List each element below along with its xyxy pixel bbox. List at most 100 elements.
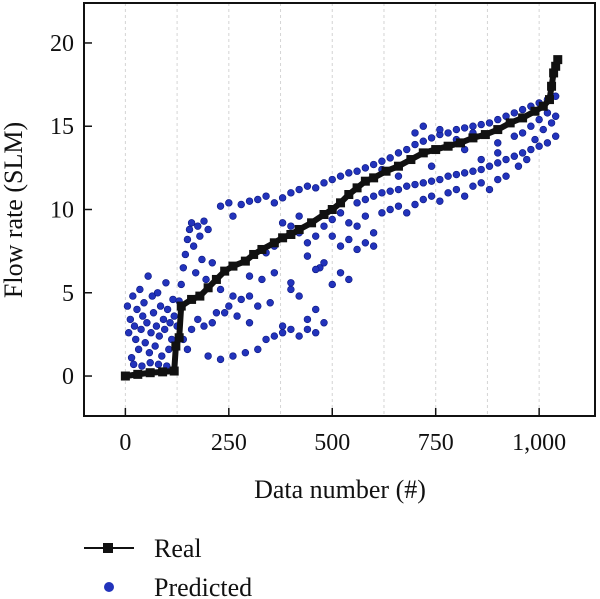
predicted-point [369, 160, 378, 169]
predicted-point [353, 222, 361, 230]
predicted-point [336, 242, 345, 250]
real-point [493, 125, 503, 135]
real-point [468, 133, 478, 143]
predicted-point [216, 285, 225, 294]
real-point [133, 369, 143, 379]
predicted-point [353, 245, 361, 254]
predicted-point [345, 169, 353, 177]
predicted-point [229, 212, 237, 220]
predicted-point [510, 132, 519, 140]
predicted-point [136, 285, 144, 294]
predicted-point [494, 175, 502, 184]
real-point [505, 118, 515, 128]
predicted-point [312, 265, 320, 274]
y-tick-label: 0 [62, 364, 74, 390]
legend: Real Predicted [84, 534, 252, 599]
y-tick-label: 5 [62, 281, 74, 307]
predicted-point [129, 292, 137, 300]
x-tick-label: 750 [418, 430, 454, 456]
real-point [174, 333, 184, 343]
predicted-point [353, 167, 361, 175]
legend-predicted-marker [104, 582, 114, 592]
predicted-point [192, 269, 200, 277]
predicted-point [278, 194, 287, 202]
predicted-point [270, 199, 279, 207]
predicted-point [241, 349, 250, 357]
predicted-point [485, 162, 494, 170]
real-point [220, 266, 230, 276]
real-point [120, 371, 130, 381]
real-point [360, 176, 370, 186]
predicted-point [189, 242, 198, 250]
real-point [169, 366, 179, 376]
predicted-point [535, 115, 543, 124]
predicted-point [287, 325, 295, 334]
axis-ticks: 0 250 500 750 1,000 0 5 10 15 20 [50, 31, 566, 456]
predicted-point [153, 289, 162, 297]
predicted-point [403, 209, 411, 217]
predicted-point [320, 222, 328, 230]
predicted-point [245, 197, 254, 205]
predicted-point [148, 292, 156, 300]
predicted-point [403, 182, 411, 190]
x-tick-label: 250 [211, 430, 247, 456]
predicted-point [547, 119, 556, 127]
predicted-point [194, 222, 202, 230]
predicted-point [143, 319, 151, 327]
predicted-point [177, 280, 185, 289]
predicted-point [220, 309, 229, 317]
predicted-point [353, 199, 361, 207]
predicted-point [287, 189, 295, 197]
predicted-point [187, 325, 196, 334]
predicted-point [278, 322, 287, 330]
predicted-point [477, 179, 485, 187]
predicted-point [427, 134, 436, 142]
real-point [369, 173, 379, 183]
predicted-point [187, 219, 196, 227]
predicted-point [320, 259, 328, 267]
predicted-point [278, 329, 287, 337]
predicted-point [378, 189, 386, 197]
predicted-point [386, 154, 394, 162]
real-point [443, 141, 453, 151]
predicted-point [328, 232, 336, 240]
real-point [352, 183, 362, 193]
predicted-point [163, 305, 172, 314]
predicted-point [452, 125, 461, 134]
real-point [240, 256, 250, 266]
real-point [456, 138, 466, 148]
predicted-point [237, 200, 245, 209]
predicted-point [336, 172, 345, 180]
predicted-point [237, 295, 245, 304]
predicted-point [295, 185, 303, 194]
predicted-point [411, 129, 419, 137]
predicted-point [225, 302, 233, 310]
predicted-point [170, 312, 178, 320]
predicted-point [204, 225, 212, 234]
predicted-point [149, 309, 158, 317]
predicted-point [245, 292, 254, 300]
predicted-point [378, 209, 386, 217]
predicted-point [518, 129, 527, 137]
predicted-point [394, 202, 403, 210]
predicted-point [345, 275, 353, 284]
predicted-point [312, 305, 320, 314]
predicted-point [477, 120, 485, 129]
predicted-point [361, 239, 370, 247]
predicted-point [181, 250, 190, 259]
predicted-point [460, 124, 469, 132]
real-point [538, 101, 548, 111]
predicted-point [287, 285, 295, 294]
predicted-point [132, 335, 140, 344]
x-tick-label: 500 [314, 430, 350, 456]
real-point [547, 81, 557, 91]
real-point [551, 61, 561, 71]
predicted-point [303, 315, 312, 324]
predicted-point [133, 305, 141, 314]
predicted-point [427, 177, 436, 185]
predicted-point [551, 132, 560, 140]
real-point [187, 294, 197, 304]
predicted-point [328, 215, 336, 224]
real-point [294, 224, 304, 234]
real-point [307, 218, 317, 228]
